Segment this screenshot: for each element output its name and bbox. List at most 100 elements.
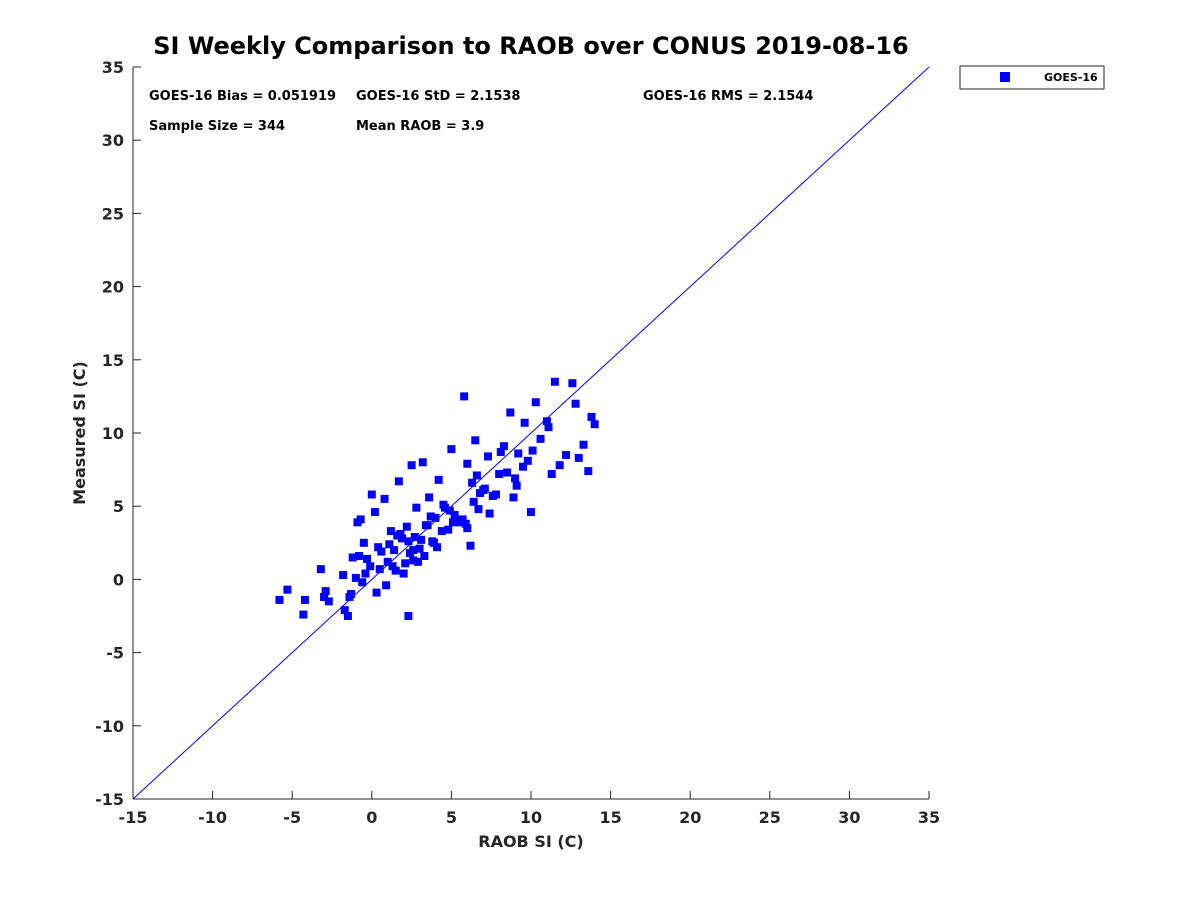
data-point [461, 519, 470, 528]
data-point [527, 508, 535, 517]
data-point [299, 610, 308, 619]
data-point [388, 562, 397, 571]
data-point [542, 417, 551, 426]
data-point [385, 540, 394, 549]
data-point [415, 544, 424, 553]
data-point [519, 462, 528, 471]
x-tick-label: 10 [520, 808, 542, 827]
y-tick-label: -15 [95, 790, 124, 809]
x-tick-label: 30 [838, 808, 860, 827]
data-point [574, 453, 583, 462]
data-point [431, 513, 440, 522]
data-point [528, 446, 537, 455]
data-point [340, 606, 349, 615]
data-point [480, 484, 489, 493]
data-point [503, 468, 512, 477]
data-point [429, 538, 438, 547]
data-point [404, 612, 413, 620]
data-point [398, 534, 407, 543]
data-point [399, 569, 408, 578]
data-point [584, 467, 593, 476]
data-point [380, 494, 389, 503]
data-point [460, 392, 469, 401]
data-point [468, 478, 477, 487]
one-to-one-line [132, 66, 930, 800]
data-point [472, 471, 481, 480]
data-point [474, 505, 483, 514]
data-point [351, 573, 360, 582]
data-point [361, 569, 370, 578]
data-point [367, 490, 376, 499]
x-tick-label: 0 [366, 808, 377, 827]
data-point [448, 518, 457, 527]
data-point [587, 412, 596, 421]
data-point [393, 531, 402, 540]
legend-label: GOES-16 [1044, 71, 1098, 84]
data-point [520, 418, 529, 427]
y-tick-label: 25 [102, 204, 124, 223]
data-point [409, 546, 418, 555]
data-point [491, 490, 500, 499]
data-point [359, 538, 368, 547]
data-point [499, 442, 508, 451]
stat-std: GOES-16 StD = 2.1538 [356, 89, 520, 104]
y-tick-label: -10 [95, 717, 124, 736]
data-point [418, 458, 427, 467]
y-tick-label: 5 [113, 497, 124, 516]
data-point [390, 546, 399, 555]
y-tick-label: 35 [102, 58, 124, 77]
legend-box [959, 65, 1105, 90]
y-tick-label: -5 [106, 644, 124, 663]
data-point [512, 481, 521, 490]
data-point [496, 448, 505, 457]
data-point [386, 527, 395, 536]
data-point [450, 510, 459, 519]
data-point [370, 508, 379, 517]
data-point [453, 516, 462, 525]
data-point [506, 408, 515, 417]
x-tick-label: 5 [446, 808, 457, 827]
data-point [394, 477, 403, 486]
data-point [511, 474, 520, 483]
legend: GOES-16 [959, 65, 1105, 90]
data-point [425, 493, 434, 502]
x-tick-label: -10 [198, 808, 227, 827]
data-point [383, 557, 392, 566]
data-point [568, 379, 577, 388]
chart-title: SI Weekly Comparison to RAOB over CONUS … [153, 32, 908, 60]
x-tick-label: -15 [119, 808, 148, 827]
data-point [413, 557, 422, 566]
data-point [463, 524, 472, 533]
stat-bias: GOES-16 Bias = 0.051919 [149, 89, 336, 104]
data-point [471, 436, 480, 445]
data-point [363, 554, 372, 563]
data-point [339, 571, 348, 580]
data-point [447, 445, 456, 454]
data-point [407, 461, 416, 470]
data-point [412, 503, 421, 512]
data-point [523, 456, 532, 465]
data-point [374, 543, 383, 552]
data-point [410, 532, 419, 541]
data-point [466, 541, 475, 550]
data-point [469, 497, 478, 506]
data-point [555, 461, 564, 470]
data-point [514, 449, 523, 458]
y-tick-label: 20 [102, 278, 124, 297]
x-tick-label: 35 [918, 808, 940, 827]
data-point [321, 587, 330, 596]
data-point [485, 509, 494, 518]
data-point [377, 547, 386, 556]
data-point [562, 450, 571, 459]
data-point [571, 399, 580, 408]
y-tick-label: 0 [113, 570, 124, 589]
data-point [544, 423, 553, 432]
data-point [283, 585, 292, 594]
x-tick-label: -5 [283, 808, 301, 827]
data-point [434, 475, 443, 484]
data-point [401, 559, 410, 568]
data-point [324, 597, 333, 606]
x-tick-label: 25 [759, 808, 781, 827]
y-tick-label: 30 [102, 131, 124, 150]
